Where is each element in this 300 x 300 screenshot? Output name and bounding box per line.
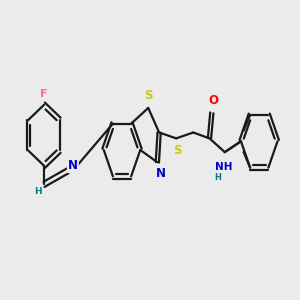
Text: NH: NH <box>214 162 232 172</box>
Text: S: S <box>173 144 182 157</box>
Text: F: F <box>40 89 48 99</box>
Text: S: S <box>145 89 153 102</box>
Text: H: H <box>214 173 221 182</box>
Text: O: O <box>208 94 218 107</box>
Text: N: N <box>68 159 78 172</box>
Text: N: N <box>156 167 166 180</box>
Text: H: H <box>34 187 41 196</box>
